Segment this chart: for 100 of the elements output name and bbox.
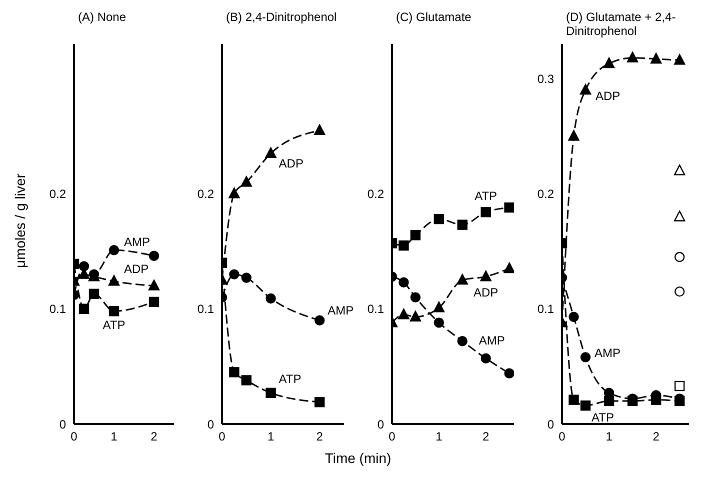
point [228,188,240,198]
y-tick-label: 0 [547,417,554,432]
point [148,250,160,261]
y-tick-label: 0.3 [537,72,554,86]
series-label: ADP [596,89,620,104]
point [480,270,492,282]
point [241,272,252,283]
point [456,274,468,285]
point [674,252,685,262]
chart-title: (B) 2,4-Dinitrophenol [226,10,338,24]
point [410,230,421,240]
series-label: ADP [474,286,498,300]
x-tick-label: 0 [70,430,78,444]
point [480,207,491,218]
y-tick-label: 0.1 [537,302,554,316]
point [108,306,120,316]
point [568,394,579,405]
point [266,388,276,398]
point [240,176,252,187]
x-tick-label: 2 [316,430,324,444]
point [674,54,686,65]
point [410,310,422,322]
series-label: ATP [474,189,498,204]
y-tick-label: 0.2 [537,186,554,201]
point [78,304,90,314]
point [398,240,409,251]
series-label: AMP [478,333,505,348]
point [604,396,614,406]
point [650,52,662,64]
point [108,245,120,256]
series-label: AMP [594,346,621,360]
point [266,293,276,304]
point [314,397,325,408]
point [674,380,685,392]
y-tick-label: 0 [377,417,384,432]
series-label: ATP [278,372,302,386]
chart-title: (A) None [78,10,128,24]
x-tick-label: 1 [110,430,118,444]
point [650,394,662,405]
y-tick-label: 0.2 [197,186,214,201]
series-label: AMP [124,235,150,250]
point [580,84,592,95]
x-tick-label: 1 [267,430,274,444]
point [410,292,421,302]
point [314,124,326,135]
point [457,336,468,346]
point [265,147,276,158]
point [674,286,685,297]
point [504,368,514,378]
point [674,210,686,222]
y-tick-label: 0.1 [197,302,214,316]
x-tick-label: 1 [606,430,613,444]
point [480,353,491,364]
point [674,396,685,406]
point [148,296,160,308]
y-tick-label: 0 [59,417,66,432]
y-tick-label: 0.2 [367,186,384,201]
point [627,396,638,406]
point [626,52,638,62]
point [229,367,240,378]
point [88,288,100,299]
y-tick-label: 0.1 [367,302,384,316]
point [434,318,444,328]
point [108,275,120,286]
point [568,130,580,141]
x-tick-label: 2 [150,430,158,444]
y-tick-label: 0.2 [49,186,66,201]
point [398,277,409,288]
point [148,280,160,290]
point [398,308,410,320]
x-axis-title: Time (min) [324,450,392,466]
point [603,57,615,68]
x-tick-label: 2 [482,430,490,444]
x-tick-label: 0 [558,430,566,444]
x-tick-label: 0 [388,430,396,444]
point [433,302,445,312]
point [568,312,579,322]
point [504,262,514,274]
chart-title: (D) Glutamate + 2,4-Dinitrophenol [566,10,677,38]
chart-title: (C) Glutamate [396,10,472,24]
y-tick-label: 0.1 [49,302,66,316]
point [674,164,686,176]
point [457,220,468,230]
point [434,214,444,224]
y-axis-title: μmoles / g liver [12,174,28,268]
x-tick-label: 0 [218,430,226,444]
series-label: ATP [102,318,126,332]
y-tick-label: 0 [207,417,214,432]
point [229,269,240,280]
point [241,375,252,386]
series-label: ADP [278,156,304,170]
point [78,261,90,272]
series-label: AMP [328,303,354,318]
x-tick-label: 2 [652,430,660,444]
point [504,202,514,213]
point [314,315,325,326]
point [580,352,591,362]
series-label: ADP [124,262,149,276]
point [580,400,591,411]
series-label: ATP [592,410,614,425]
